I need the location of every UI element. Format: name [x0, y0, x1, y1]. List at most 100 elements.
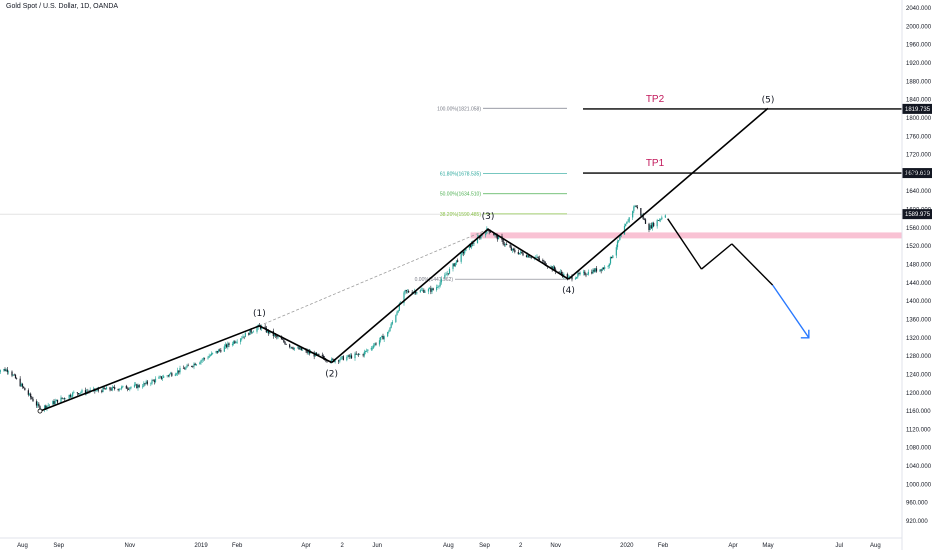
- candle-body: [11, 371, 13, 376]
- candle-body: [13, 374, 15, 376]
- candle-body: [471, 243, 473, 248]
- candle-body: [346, 357, 348, 361]
- candle-body: [576, 277, 578, 279]
- price-tag-text: 1819.735: [905, 107, 931, 113]
- x-tick-label: Feb: [232, 543, 243, 549]
- candle-body: [175, 373, 178, 375]
- candle-body: [537, 256, 539, 259]
- candle-body: [251, 332, 253, 333]
- y-tick-label: 1080.000: [906, 446, 932, 452]
- projection-arrow-line: [772, 284, 810, 339]
- y-tick-label: 920.000: [906, 519, 928, 525]
- candle-body: [54, 401, 56, 404]
- candle-body: [184, 368, 186, 370]
- candle-body: [627, 221, 629, 223]
- candle-body: [7, 371, 10, 373]
- wave-start-handle[interactable]: [37, 408, 43, 414]
- y-tick-label: 1760.000: [906, 134, 932, 140]
- candle-body: [152, 380, 154, 381]
- candle-body: [273, 334, 276, 337]
- candle-body: [461, 251, 463, 254]
- candle-body: [161, 377, 164, 379]
- candle-body: [231, 343, 234, 345]
- candle-body: [203, 358, 206, 359]
- candle-body: [389, 327, 391, 332]
- candle-body: [503, 244, 505, 245]
- trend-dashed-line: [259, 228, 489, 327]
- candle-body: [411, 292, 413, 294]
- candle-body: [69, 394, 71, 397]
- candle-body: [660, 219, 662, 220]
- candle-body: [513, 248, 515, 250]
- candle-body: [558, 271, 560, 273]
- candle-body: [437, 286, 439, 288]
- candle-body: [195, 364, 197, 366]
- candle-body: [68, 394, 70, 399]
- candle-body: [192, 366, 194, 367]
- candle-body: [216, 350, 218, 353]
- candle-body: [30, 393, 32, 398]
- candle-body: [592, 269, 594, 274]
- candle-body: [574, 278, 577, 280]
- y-tick-label: 1600.000: [906, 208, 932, 214]
- support-zone: [470, 232, 902, 239]
- candle-body: [448, 268, 451, 274]
- candle-body: [97, 389, 99, 391]
- candle-body: [191, 366, 193, 367]
- candle-body: [349, 355, 351, 357]
- candle-body: [72, 392, 74, 397]
- candle-body: [0, 370, 1, 372]
- candle-body: [208, 356, 210, 358]
- candle-body: [317, 353, 319, 355]
- candle-body: [528, 255, 530, 258]
- candle-body: [423, 290, 425, 293]
- candle-body: [48, 404, 50, 406]
- candle-body: [135, 384, 137, 385]
- candle-body: [440, 278, 442, 283]
- candle-body: [460, 253, 462, 262]
- candle-body: [553, 266, 556, 270]
- candle-body: [634, 205, 636, 207]
- candle-body: [179, 368, 181, 373]
- candle-body: [481, 235, 483, 236]
- target-label: TP1: [646, 158, 665, 169]
- candle-body: [171, 373, 173, 376]
- candle-body: [419, 290, 421, 293]
- candle-body: [306, 350, 308, 353]
- candle-body: [398, 303, 400, 311]
- candle-body: [308, 351, 311, 354]
- candle-body: [138, 385, 140, 388]
- candle-body: [277, 336, 279, 338]
- candle-body: [223, 346, 225, 352]
- candle-body: [616, 241, 619, 248]
- candle-body: [650, 225, 652, 229]
- candle-body: [53, 401, 55, 404]
- y-tick-label: 1200.000: [906, 391, 932, 397]
- candle-body: [380, 337, 382, 341]
- price-tag: [902, 168, 932, 179]
- x-tick-label: 2: [519, 543, 523, 549]
- candle-body: [350, 355, 353, 359]
- wave-segment: [487, 228, 569, 280]
- candle-body: [608, 263, 610, 266]
- candle-body: [103, 387, 105, 389]
- candle-body: [640, 208, 642, 216]
- candle-body: [27, 390, 29, 395]
- candle-body: [371, 347, 374, 349]
- y-tick-label: 1840.000: [906, 98, 932, 104]
- candle-body: [529, 257, 531, 258]
- candle-body: [601, 268, 603, 271]
- y-tick-label: 1560.000: [906, 226, 932, 232]
- candle-body: [604, 266, 606, 269]
- candle-body: [511, 248, 514, 251]
- candle-body: [395, 315, 397, 323]
- y-tick-label: 1120.000: [906, 427, 931, 433]
- candle-body: [130, 386, 132, 388]
- candle-body: [44, 405, 46, 410]
- fib-level-label: 50.00%(1634.510): [440, 192, 481, 198]
- candle-body: [591, 271, 593, 274]
- candle-body: [79, 393, 81, 395]
- candle-body: [321, 354, 323, 356]
